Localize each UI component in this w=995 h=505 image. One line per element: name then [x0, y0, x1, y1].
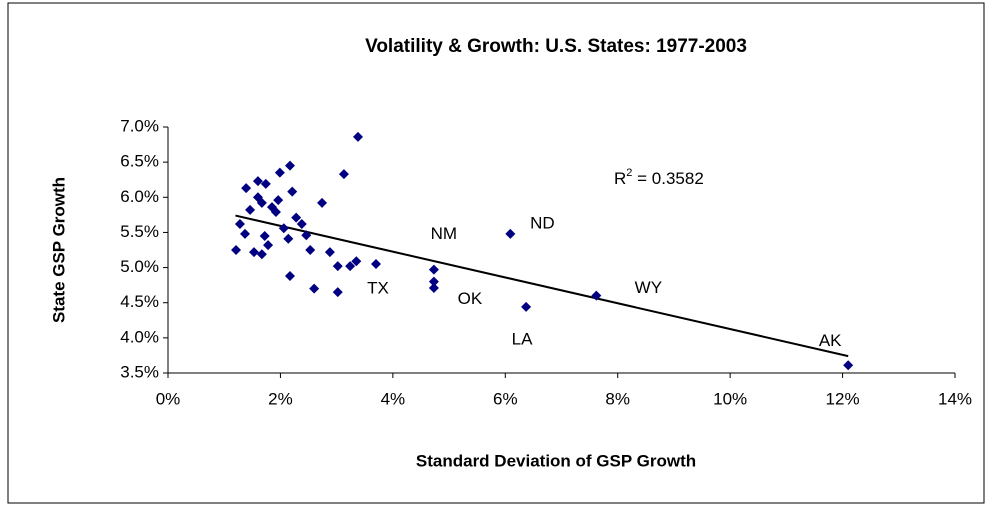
- y-tick-label: 6.0%: [120, 187, 159, 206]
- y-tick-label: 4.5%: [120, 292, 159, 311]
- point-label: LA: [512, 329, 533, 348]
- x-tick-label: 12%: [826, 389, 860, 408]
- point: [309, 283, 320, 294]
- x-tick-label: 2%: [268, 389, 293, 408]
- point: [256, 249, 267, 260]
- point: [324, 247, 335, 258]
- point: [370, 259, 381, 270]
- point: [278, 223, 289, 234]
- r-value: = 0.3582: [632, 169, 703, 188]
- point: [259, 230, 270, 241]
- point: [317, 197, 328, 208]
- point: [260, 178, 271, 189]
- r-exponent: 2: [626, 167, 632, 179]
- point: [241, 183, 252, 194]
- point-label: ND: [530, 213, 555, 232]
- point-label: TX: [367, 279, 389, 298]
- point: [332, 287, 343, 298]
- point: [301, 230, 312, 241]
- y-tick-label: 5.5%: [120, 222, 159, 241]
- point: [353, 131, 364, 142]
- point: [270, 207, 281, 218]
- point: [234, 218, 245, 229]
- x-tick-label: 6%: [493, 389, 518, 408]
- y-tick-label: 5.0%: [120, 257, 159, 276]
- point-label: OK: [458, 289, 483, 308]
- point: [291, 212, 302, 223]
- trendline: [235, 214, 849, 358]
- point: [240, 228, 251, 239]
- y-tick-label: 6.5%: [120, 152, 159, 171]
- point: [287, 186, 298, 197]
- point: [283, 233, 294, 244]
- point: [345, 261, 356, 272]
- point: [263, 240, 274, 251]
- point: [338, 169, 349, 180]
- point-label: NM: [431, 224, 457, 243]
- point: [252, 176, 263, 187]
- y-tick-label: 3.5%: [120, 362, 159, 381]
- point-label: AK: [819, 331, 842, 350]
- point: [305, 245, 316, 255]
- y-axis-label: State GSP Growth: [49, 177, 68, 323]
- x-tick-label: 0%: [156, 389, 181, 408]
- r-symbol: R: [614, 169, 626, 188]
- y-tick-label: 4.0%: [120, 327, 159, 346]
- point: [245, 204, 256, 215]
- point: [428, 264, 439, 275]
- point: [231, 245, 242, 255]
- point: [284, 160, 295, 171]
- x-axis-label: Standard Deviation of GSP Growth: [416, 451, 696, 470]
- x-tick-label: 14%: [938, 389, 972, 408]
- point: [428, 282, 439, 293]
- x-tick-label: 10%: [713, 389, 747, 408]
- point: [428, 276, 439, 287]
- point: [505, 228, 516, 239]
- point: [249, 247, 260, 258]
- point-label: WY: [635, 278, 662, 297]
- point: [351, 256, 362, 267]
- x-tick-label: 8%: [605, 389, 630, 408]
- point: [296, 218, 307, 229]
- point: [843, 360, 854, 371]
- x-tick-label: 4%: [381, 389, 406, 408]
- point: [274, 167, 285, 178]
- point: [332, 261, 343, 272]
- chart-frame: [7, 2, 985, 504]
- point: [284, 271, 295, 282]
- y-tick-label: 7.0%: [120, 116, 159, 135]
- point: [252, 192, 263, 203]
- point: [591, 290, 602, 301]
- chart-title: Volatility & Growth: U.S. States: 1977-2…: [365, 36, 747, 57]
- point: [273, 195, 284, 206]
- r-squared: R2 = 0.3582: [614, 167, 704, 189]
- point: [521, 301, 532, 312]
